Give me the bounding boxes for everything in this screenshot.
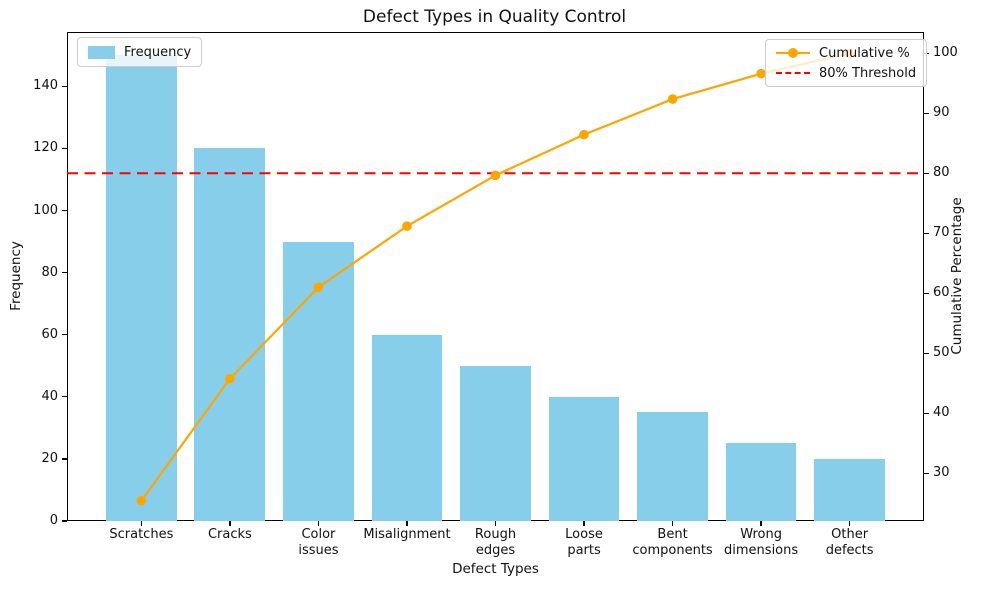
- cumulative-point-4: [490, 170, 501, 181]
- frequency-bar-swatch-icon: [88, 45, 115, 59]
- cumulative-point-2: [313, 282, 324, 292]
- legend-item-threshold: 80% Threshold: [776, 65, 916, 81]
- y-tick-right-70: 70: [933, 225, 950, 241]
- tick-mark: [62, 271, 67, 274]
- x-tick-3: Misalignment: [363, 527, 451, 542]
- tick-mark: [924, 112, 929, 114]
- tick-mark: [924, 172, 929, 174]
- y-tick-left-120: 120: [33, 140, 58, 156]
- tick-mark: [760, 521, 762, 526]
- tick-mark: [924, 472, 929, 474]
- x-axis-label: Defect Types: [452, 561, 539, 577]
- y-tick-left-40: 40: [41, 388, 58, 404]
- cumulative-point-3: [402, 221, 412, 231]
- y-axis-label-right: Cumulative Percentage: [949, 197, 965, 355]
- legend-item-frequency: Frequency: [88, 44, 191, 61]
- x-tick-6: Bent components: [632, 527, 713, 558]
- tick-mark: [229, 521, 231, 526]
- legend-cumulative: Cumulative % 80% Threshold: [765, 39, 928, 87]
- tick-mark: [924, 292, 929, 294]
- bar-1: [194, 148, 266, 521]
- y-tick-left-80: 80: [41, 264, 58, 280]
- tick-mark: [924, 352, 929, 354]
- y-tick-right-50: 50: [933, 345, 950, 361]
- legend-label-frequency: Frequency: [124, 44, 192, 60]
- bar-8: [814, 458, 886, 521]
- cumulative-line-svg: [67, 48, 924, 506]
- x-tick-2: Color issues: [298, 527, 339, 558]
- tick-mark: [494, 521, 497, 526]
- y-tick-left-20: 20: [41, 450, 58, 466]
- tick-mark: [62, 85, 67, 87]
- cumulative-point-5: [579, 129, 589, 140]
- legend-item-cumulative: Cumulative %: [776, 45, 916, 61]
- line-layer: [67, 32, 924, 521]
- tick-mark: [62, 396, 67, 398]
- tick-mark: [924, 412, 929, 414]
- tick-mark: [62, 209, 67, 212]
- bar-7: [725, 443, 797, 521]
- cumulative-point-0: [136, 495, 147, 506]
- legend-label-threshold: 80% Threshold: [819, 65, 917, 81]
- cumulative-point-7: [756, 68, 766, 79]
- y-tick-left-0: 0: [49, 513, 58, 528]
- x-tick-7: Wrong dimensions: [724, 527, 799, 558]
- tick-mark: [62, 520, 67, 522]
- cumulative-point-6: [667, 94, 678, 104]
- bar-4: [460, 365, 531, 521]
- legend-frequency: Frequency: [77, 37, 203, 67]
- cumulative-line-sample-icon: [776, 47, 810, 60]
- legend-label-cumulative: Cumulative %: [819, 45, 910, 61]
- cumulative-point-1: [225, 373, 235, 384]
- bar-3: [371, 334, 443, 521]
- bar-5: [548, 396, 620, 521]
- tick-mark: [62, 458, 67, 460]
- bar-0: [105, 55, 177, 521]
- tick-mark: [848, 521, 851, 526]
- tick-mark: [924, 232, 929, 234]
- tick-mark: [406, 521, 408, 526]
- x-tick-1: Cracks: [207, 527, 252, 542]
- tick-mark: [62, 334, 67, 336]
- tick-mark: [62, 147, 67, 150]
- x-tick-0: Scratches: [109, 527, 174, 542]
- y-tick-right-80: 80: [933, 165, 950, 181]
- y-tick-right-60: 60: [933, 285, 950, 301]
- tick-mark: [671, 521, 674, 526]
- bar-6: [637, 412, 708, 521]
- y-tick-left-60: 60: [41, 326, 58, 342]
- chart-title: Defect Types in Quality Control: [362, 7, 627, 27]
- y-tick-left-140: 140: [33, 78, 58, 94]
- tick-mark: [317, 521, 320, 526]
- y-tick-right-90: 90: [933, 105, 950, 121]
- y-tick-right-30: 30: [933, 465, 950, 481]
- tick-mark: [140, 521, 142, 526]
- y-tick-right-100: 100: [933, 45, 958, 61]
- tick-mark: [583, 521, 585, 526]
- bars-layer: [67, 32, 924, 521]
- y-tick-right-40: 40: [933, 405, 950, 421]
- cumulative-line: [140, 52, 850, 502]
- x-tick-5: Loose parts: [565, 527, 603, 558]
- threshold-line-sample-icon: [776, 67, 810, 80]
- x-tick-8: Other defects: [825, 527, 874, 558]
- x-tick-4: Rough edges: [474, 527, 517, 558]
- y-tick-left-100: 100: [33, 202, 58, 218]
